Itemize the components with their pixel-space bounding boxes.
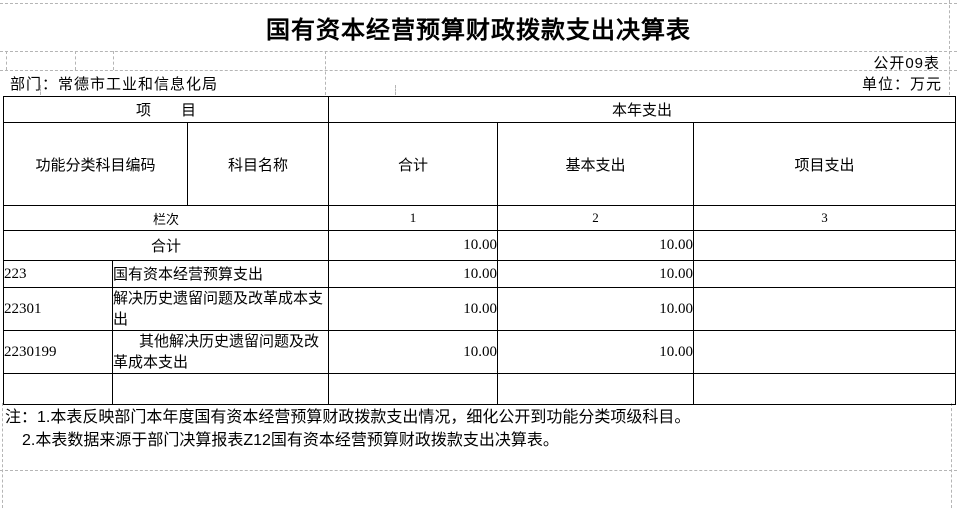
header-name-col: 科目名称 <box>186 122 330 206</box>
footnotes: 注：1.本表反映部门本年度国有资本经营预算财政拨款支出情况，细化公开到功能分类项… <box>5 406 690 452</box>
cell-basic: 10.00 <box>497 260 695 288</box>
gridline-stub <box>113 51 114 70</box>
rank-row: 栏次 1 2 3 <box>2 205 957 231</box>
footnote-line: 注：1.本表反映部门本年度国有资本经营预算财政拨款支出情况，细化公开到功能分类项… <box>5 409 691 426</box>
cell-project <box>693 260 957 288</box>
total-sum: 10.00 <box>328 230 499 261</box>
cell-total: 10.00 <box>328 330 499 374</box>
cell-total <box>328 373 499 405</box>
total-row: 合计 10.00 10.00 <box>2 230 957 261</box>
cell-name <box>111 373 330 405</box>
gridline-bottom <box>0 470 957 471</box>
gridline-stub <box>325 51 326 95</box>
cell-name: 其他解决历史遗留问题及改革成本支出 <box>111 330 330 374</box>
header-project-col: 项目支出 <box>693 122 957 206</box>
cell-basic: 10.00 <box>497 330 695 374</box>
footnote-line: 2.本表数据来源于部门决算报表Z12国有资本经营预算财政拨款支出决算表。 <box>22 432 559 449</box>
header-total-col: 合计 <box>328 122 499 206</box>
cell-project <box>693 287 957 331</box>
cell-code: 2230199 <box>3 330 113 374</box>
gridline-stub <box>395 85 396 95</box>
gridline-left-bottom <box>2 403 3 508</box>
cell-basic: 10.00 <box>497 287 695 331</box>
table-code-label: 公开09表 <box>873 55 940 72</box>
cell-total: 10.00 <box>328 260 499 288</box>
gridline-stub <box>75 51 76 70</box>
gridline-stub <box>40 85 41 95</box>
gridline-right-top <box>949 0 950 95</box>
header-row-2: 功能分类科目编码 科目名称 合计 基本支出 项目支出 <box>3 122 957 206</box>
gridline-stub <box>6 51 7 70</box>
cell-code: 223 <box>3 260 113 288</box>
cell-basic <box>497 373 695 405</box>
total-project <box>693 230 957 261</box>
rank-label: 栏次 <box>2 205 330 231</box>
total-basic: 10.00 <box>497 230 695 261</box>
cell-code <box>3 373 113 405</box>
table-row: 2230199 其他解决历史遗留问题及改革成本支出 10.00 10.00 <box>3 330 957 374</box>
cell-total: 10.00 <box>328 287 499 331</box>
gridline-right-bottom <box>951 403 952 508</box>
gridline-top <box>0 3 957 4</box>
header-current-year: 本年支出 <box>328 96 957 123</box>
gridline-under-title <box>0 51 957 52</box>
budget-table: 项 目 本年支出 功能分类科目编码 科目名称 合计 基本支出 项目支出 栏次 1… <box>2 96 957 405</box>
department-label: 部门：常德市工业和信息化局 <box>10 76 219 93</box>
header-basic-col: 基本支出 <box>497 122 695 206</box>
cell-project <box>693 373 957 405</box>
page-title: 国有资本经营预算财政拨款支出决算表 <box>266 17 691 44</box>
rank-2: 2 <box>497 205 695 231</box>
header-project: 项 目 <box>2 96 330 123</box>
header-row-1: 项 目 本年支出 <box>2 96 957 123</box>
cell-name: 国有资本经营预算支出 <box>111 260 330 288</box>
table-row <box>3 373 957 405</box>
table-row: 223 国有资本经营预算支出 10.00 10.00 <box>3 260 957 288</box>
rank-1: 1 <box>328 205 499 231</box>
cell-project <box>693 330 957 374</box>
cell-code: 22301 <box>3 287 113 331</box>
header-code-col: 功能分类科目编码 <box>3 122 188 206</box>
cell-name: 解决历史遗留问题及改革成本支出 <box>111 287 330 331</box>
total-label: 合计 <box>2 230 330 261</box>
gridline-under-code-row <box>0 70 957 71</box>
unit-label: 单位：万元 <box>861 76 942 93</box>
rank-3: 3 <box>693 205 957 231</box>
table-row: 22301 解决历史遗留问题及改革成本支出 10.00 10.00 <box>3 287 957 331</box>
